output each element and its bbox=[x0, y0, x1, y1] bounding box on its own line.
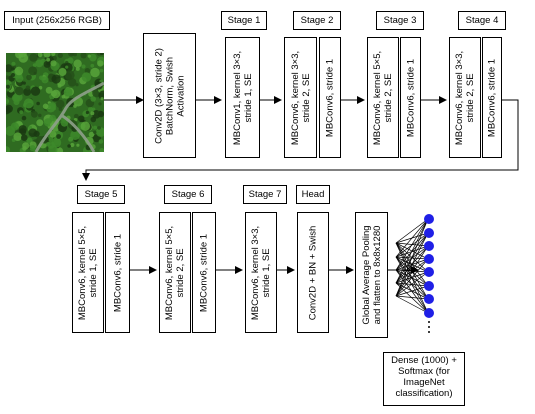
stage-1-block-1-text: MBConv1, kernel 3×3, stride 1, SE bbox=[231, 50, 254, 145]
stage-2-block-1: MBConv6, kernel 3×3, stride 2, SE bbox=[284, 37, 317, 158]
dense-node bbox=[424, 281, 434, 291]
stage-5-block-1-text: MBConv6, kernel 5×5, stride 1, SE bbox=[77, 225, 99, 320]
dense-connection-line bbox=[395, 218, 429, 284]
stage-2-block-2-text: MBConv6, stride 1 bbox=[324, 58, 336, 137]
dense-caption: Dense (1000) + Softmax (for ImageNet cla… bbox=[383, 352, 465, 406]
dense-connection-line bbox=[395, 295, 429, 300]
stage-3-block-2: MBConv6, stride 1 bbox=[400, 37, 421, 158]
stage-3-block-1: MBConv6, kernel 5×5, stride 2, SE bbox=[367, 37, 399, 158]
dense-node bbox=[424, 214, 434, 224]
head-block-text: Conv2D + BN + Swish bbox=[307, 225, 319, 320]
dense-node bbox=[424, 254, 434, 264]
dense-connection-line bbox=[395, 271, 429, 297]
stage-4-block-2: MBConv6, stride 1 bbox=[482, 37, 502, 158]
dense-connection-line bbox=[395, 218, 429, 297]
dense-node bbox=[424, 228, 434, 238]
dense-connection-line bbox=[395, 269, 429, 314]
stage-6-block-1: MBConv6, kernel 5×5, stride 2, SE bbox=[159, 212, 191, 333]
head-label: Head bbox=[296, 185, 330, 204]
head-block: Conv2D + BN + Swish bbox=[297, 212, 329, 333]
dense-node bbox=[424, 241, 434, 251]
dense-connection-line bbox=[395, 285, 429, 297]
stage-3-block-1-text: MBConv6, kernel 5×5, stride 2, SE bbox=[372, 50, 394, 145]
dense-connection-line bbox=[395, 218, 429, 244]
stage-6-block-2-text: MBConv6, stride 1 bbox=[198, 233, 210, 312]
stage-6-block-2: MBConv6, stride 1 bbox=[192, 212, 216, 333]
pooling-text: Global Average Pooling and flatten to 8x… bbox=[360, 225, 383, 325]
stage-3-block-2-text: MBConv6, stride 1 bbox=[405, 58, 416, 137]
dense-node bbox=[424, 294, 434, 304]
dense-connection-line bbox=[395, 232, 429, 297]
stage-1-block-1: MBConv1, kernel 3×3, stride 1, SE bbox=[225, 37, 260, 158]
dense-connection-line bbox=[395, 258, 429, 297]
stage-5-label: Stage 5 bbox=[77, 185, 125, 204]
input-label: Input (256x256 RGB) bbox=[4, 11, 110, 30]
dense-connection-line bbox=[395, 295, 429, 314]
stem-conv-block: Conv2D (3×3, stride 2) BatchNorm, Swish … bbox=[143, 33, 196, 158]
dense-node bbox=[424, 267, 434, 277]
dense-connection-line bbox=[395, 245, 429, 297]
ellipsis-dot bbox=[428, 326, 430, 328]
dense-connection-line bbox=[395, 218, 429, 271]
stage-7-block-1-text: MBConv6, kernel 3×3, stride 1, SE bbox=[250, 225, 272, 320]
dense-layer bbox=[395, 214, 434, 333]
dense-node bbox=[424, 308, 434, 318]
stage-1-label: Stage 1 bbox=[221, 11, 267, 30]
stage-7-label: Stage 7 bbox=[243, 185, 287, 204]
stage-4-block-1-text: MBConv6, kernel 3×3, stride 2, SE bbox=[454, 50, 476, 145]
stem-conv-text: Conv2D (3×3, stride 2) BatchNorm, Swish … bbox=[153, 47, 186, 144]
ellipsis-dot bbox=[428, 331, 430, 333]
dense-connection-line bbox=[395, 218, 429, 258]
stage-5-block-1: MBConv6, kernel 5×5, stride 1, SE bbox=[72, 212, 104, 333]
pooling-block: Global Average Pooling and flatten to 8x… bbox=[355, 212, 388, 338]
stage-2-block-2: MBConv6, stride 1 bbox=[319, 37, 341, 158]
stage-2-label: Stage 2 bbox=[293, 11, 341, 30]
stage-4-block-2-text: MBConv6, stride 1 bbox=[486, 58, 498, 137]
stage-6-block-1-text: MBConv6, kernel 5×5, stride 2, SE bbox=[164, 225, 186, 320]
ellipsis-dot bbox=[428, 321, 430, 323]
stage-5-block-2: MBConv6, stride 1 bbox=[105, 212, 130, 333]
input-image bbox=[6, 53, 104, 152]
stage-4-label: Stage 4 bbox=[458, 11, 506, 30]
stage-5-block-2-text: MBConv6, stride 1 bbox=[112, 233, 123, 312]
stage-4-block-1: MBConv6, kernel 3×3, stride 2, SE bbox=[449, 37, 481, 158]
arrow-stage4-to-stage5 bbox=[82, 99, 519, 181]
stage-6-label: Stage 6 bbox=[164, 185, 212, 204]
stage-7-block-1: MBConv6, kernel 3×3, stride 1, SE bbox=[245, 212, 277, 333]
stage-3-label: Stage 3 bbox=[376, 11, 424, 30]
stage-2-block-1-text: MBConv6, kernel 3×3, stride 2, SE bbox=[289, 50, 312, 145]
